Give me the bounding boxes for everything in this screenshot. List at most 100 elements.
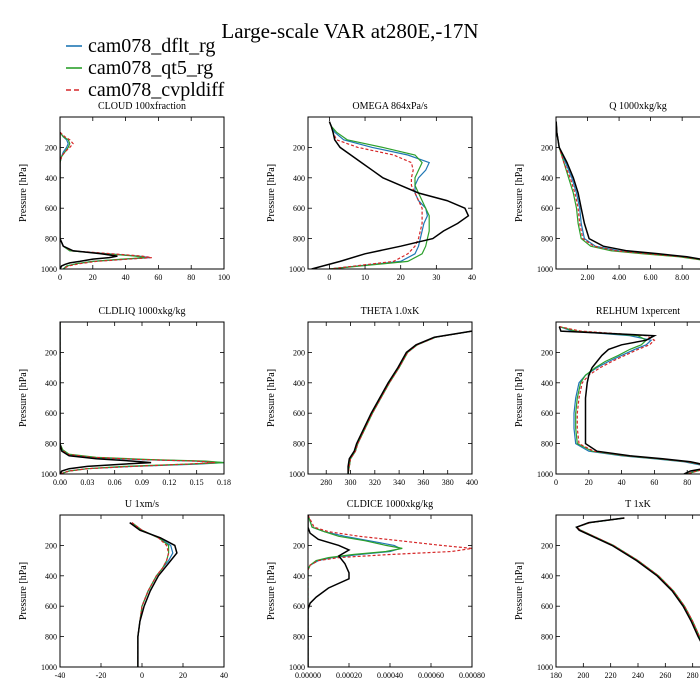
y-axis-label: Pressure [hPa] — [514, 562, 525, 620]
series-line-1 — [60, 322, 224, 474]
plot-frame — [307, 514, 473, 668]
y-tick-label: 400 — [45, 379, 57, 388]
series-line-3 — [311, 121, 470, 269]
y-tick-label: 800 — [293, 633, 305, 642]
y-axis-label: Pressure [hPa] — [18, 369, 29, 427]
x-tick-label: 380 — [442, 478, 454, 487]
series-line-0 — [308, 515, 402, 667]
y-tick-label: 1000 — [537, 470, 553, 479]
x-tick-label: 240 — [632, 671, 644, 680]
x-tick-label: 8.00 — [675, 273, 689, 282]
y-tick-label: 400 — [541, 379, 553, 388]
y-tick-label: 1000 — [537, 265, 553, 274]
series-line-0 — [556, 121, 700, 261]
series-line-1 — [556, 121, 700, 261]
x-tick-label: 260 — [659, 671, 671, 680]
x-tick-label: 220 — [605, 671, 617, 680]
x-tick-label: 30 — [432, 273, 440, 282]
x-tick-label: 20 — [585, 478, 593, 487]
y-tick-label: 600 — [45, 602, 57, 611]
x-tick-label: 200 — [577, 671, 589, 680]
panel-title: THETA 1.0xK — [361, 306, 420, 317]
series-line-3 — [60, 322, 152, 474]
y-tick-label: 400 — [293, 174, 305, 183]
series-line-0 — [347, 330, 472, 474]
panel-title: CLOUD 100xfraction — [98, 101, 186, 112]
x-tick-label: 0.00020 — [336, 671, 362, 680]
x-tick-label: 0.12 — [162, 478, 176, 487]
series-line-3 — [129, 521, 178, 667]
x-tick-label: 0.03 — [80, 478, 94, 487]
y-axis-label: Pressure [hPa] — [266, 562, 277, 620]
y-tick-label: 800 — [541, 633, 553, 642]
plot-frame — [59, 116, 225, 270]
x-tick-label: 0.00060 — [418, 671, 444, 680]
x-tick-label: 0.00080 — [459, 671, 485, 680]
series-line-1 — [347, 330, 472, 474]
figure-title: Large-scale VAR at280E,-17N — [221, 19, 478, 43]
panel-title: CLDLIQ 1000xkg/kg — [99, 306, 186, 317]
y-tick-label: 400 — [293, 379, 305, 388]
panel-title: RELHUM 1xpercent — [596, 306, 680, 317]
y-tick-label: 800 — [541, 440, 553, 449]
y-tick-label: 1000 — [41, 265, 57, 274]
y-tick-label: 200 — [541, 541, 553, 550]
y-tick-label: 1000 — [537, 663, 553, 672]
x-tick-label: 300 — [345, 478, 357, 487]
legend-label: cam078_cvpldiff — [88, 79, 225, 101]
series-line-3 — [308, 515, 351, 667]
x-tick-label: 400 — [466, 478, 478, 487]
y-tick-label: 200 — [541, 348, 553, 357]
y-tick-label: 200 — [293, 541, 305, 550]
series-line-2 — [328, 121, 423, 269]
series-line-2 — [60, 131, 152, 269]
x-tick-label: 40 — [618, 478, 626, 487]
x-tick-label: 60 — [650, 478, 658, 487]
y-tick-label: 200 — [45, 541, 57, 550]
x-tick-label: 0 — [58, 273, 62, 282]
y-tick-label: 800 — [293, 235, 305, 244]
panel-2: Q 1000xkg/kg Pressure [hPa] 200 400 600 800 10… — [514, 101, 700, 282]
panel-title: U 1xm/s — [125, 499, 159, 510]
series-line-2 — [556, 121, 700, 261]
series-line-2 — [308, 515, 472, 667]
x-tick-label: 0 — [140, 671, 144, 680]
y-tick-label: 400 — [293, 572, 305, 581]
y-tick-label: 600 — [45, 409, 57, 418]
x-tick-label: 80 — [683, 478, 691, 487]
series-line-2 — [575, 517, 700, 639]
series-line-3 — [556, 121, 700, 260]
series-line-3 — [575, 517, 700, 642]
y-tick-label: 400 — [541, 572, 553, 581]
y-tick-label: 600 — [293, 204, 305, 213]
series-line-0 — [328, 121, 431, 269]
panel-title: CLDICE 1000xkg/kg — [347, 499, 433, 510]
y-tick-label: 400 — [45, 174, 57, 183]
series-line-3 — [347, 330, 472, 474]
plot-frame — [59, 321, 225, 475]
y-tick-label: 200 — [45, 143, 57, 152]
panel-7: CLDICE 1000xkg/kg Pressure [hPa] 200 400 600… — [266, 499, 485, 680]
y-tick-label: 800 — [45, 235, 57, 244]
x-tick-label: 2.00 — [581, 273, 595, 282]
y-tick-label: 800 — [45, 633, 57, 642]
x-tick-label: 0.06 — [108, 478, 122, 487]
x-tick-label: 340 — [393, 478, 405, 487]
y-tick-label: 400 — [541, 174, 553, 183]
y-tick-label: 600 — [541, 409, 553, 418]
series-line-3 — [60, 132, 118, 269]
x-tick-label: 20 — [397, 273, 405, 282]
y-tick-label: 800 — [45, 440, 57, 449]
x-tick-label: -40 — [55, 671, 66, 680]
y-tick-label: 600 — [541, 602, 553, 611]
series-line-0 — [60, 131, 151, 269]
x-tick-label: 0 — [327, 273, 331, 282]
panel-title: T 1xK — [625, 499, 651, 510]
y-tick-label: 1000 — [289, 265, 305, 274]
y-tick-label: 600 — [293, 602, 305, 611]
y-tick-label: 600 — [45, 204, 57, 213]
panel-title: OMEGA 864xPa/s — [352, 101, 427, 112]
